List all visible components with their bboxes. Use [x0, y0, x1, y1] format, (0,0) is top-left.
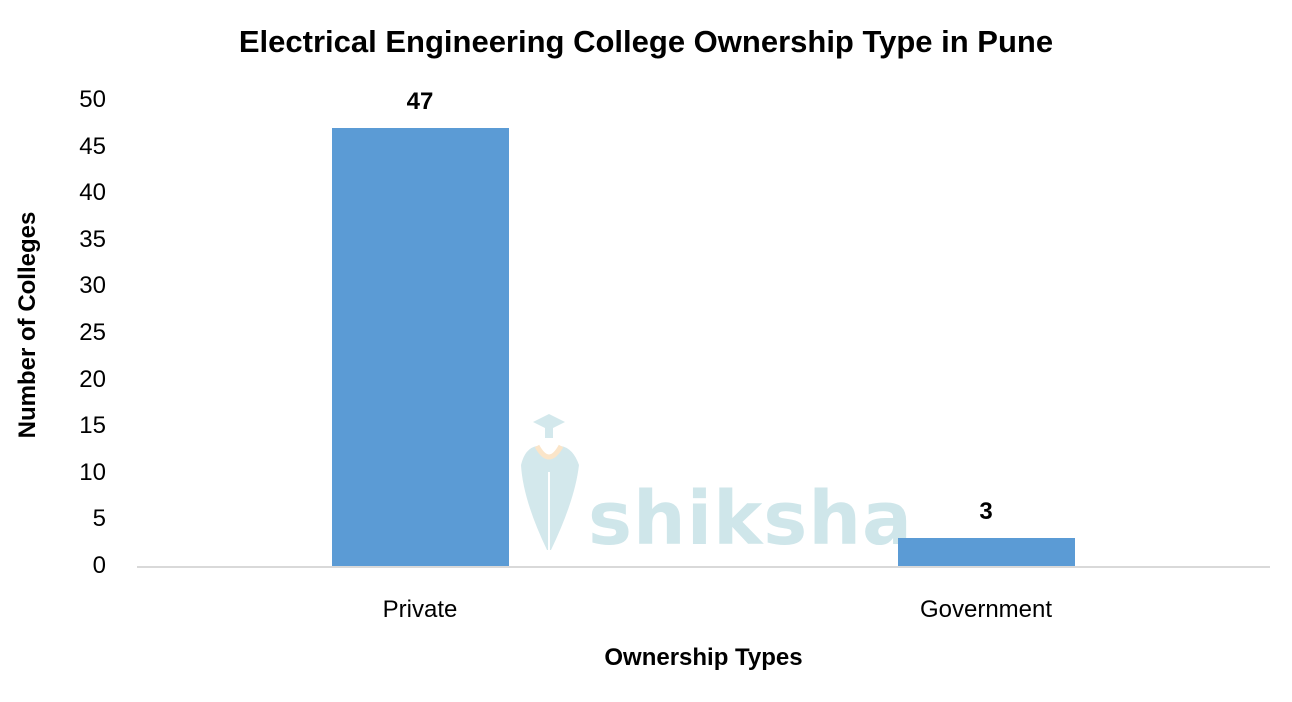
y-tick-label: 45 — [79, 132, 106, 160]
y-tick-label: 0 — [92, 552, 106, 579]
y-tick-label: 35 — [79, 225, 106, 253]
y-axis-label: Number of Colleges — [14, 211, 41, 439]
x-axis-label: Ownership Types — [604, 644, 803, 671]
y-tick-label: 15 — [79, 412, 106, 440]
y-tick-label: 5 — [92, 505, 106, 533]
x-tick-label: Government — [919, 596, 1053, 623]
bar-private — [331, 127, 509, 566]
y-tick-label: 30 — [79, 272, 106, 300]
data-label: 47 — [406, 87, 434, 115]
chart-title: Electrical Engineering College Ownership… — [238, 24, 1054, 59]
y-tick-label: 10 — [79, 458, 106, 486]
bar-government — [897, 538, 1075, 566]
y-tick-label: 25 — [79, 319, 106, 346]
x-axis-line — [137, 566, 1270, 568]
y-tick-label: 50 — [79, 86, 106, 113]
x-tick-label: Private — [382, 596, 458, 623]
y-tick-label: 20 — [79, 365, 106, 393]
watermark-text: shiksha — [588, 476, 913, 562]
shiksha-logo-icon — [521, 414, 579, 550]
y-tick-label: 40 — [79, 179, 106, 207]
data-label: 3 — [979, 498, 993, 526]
